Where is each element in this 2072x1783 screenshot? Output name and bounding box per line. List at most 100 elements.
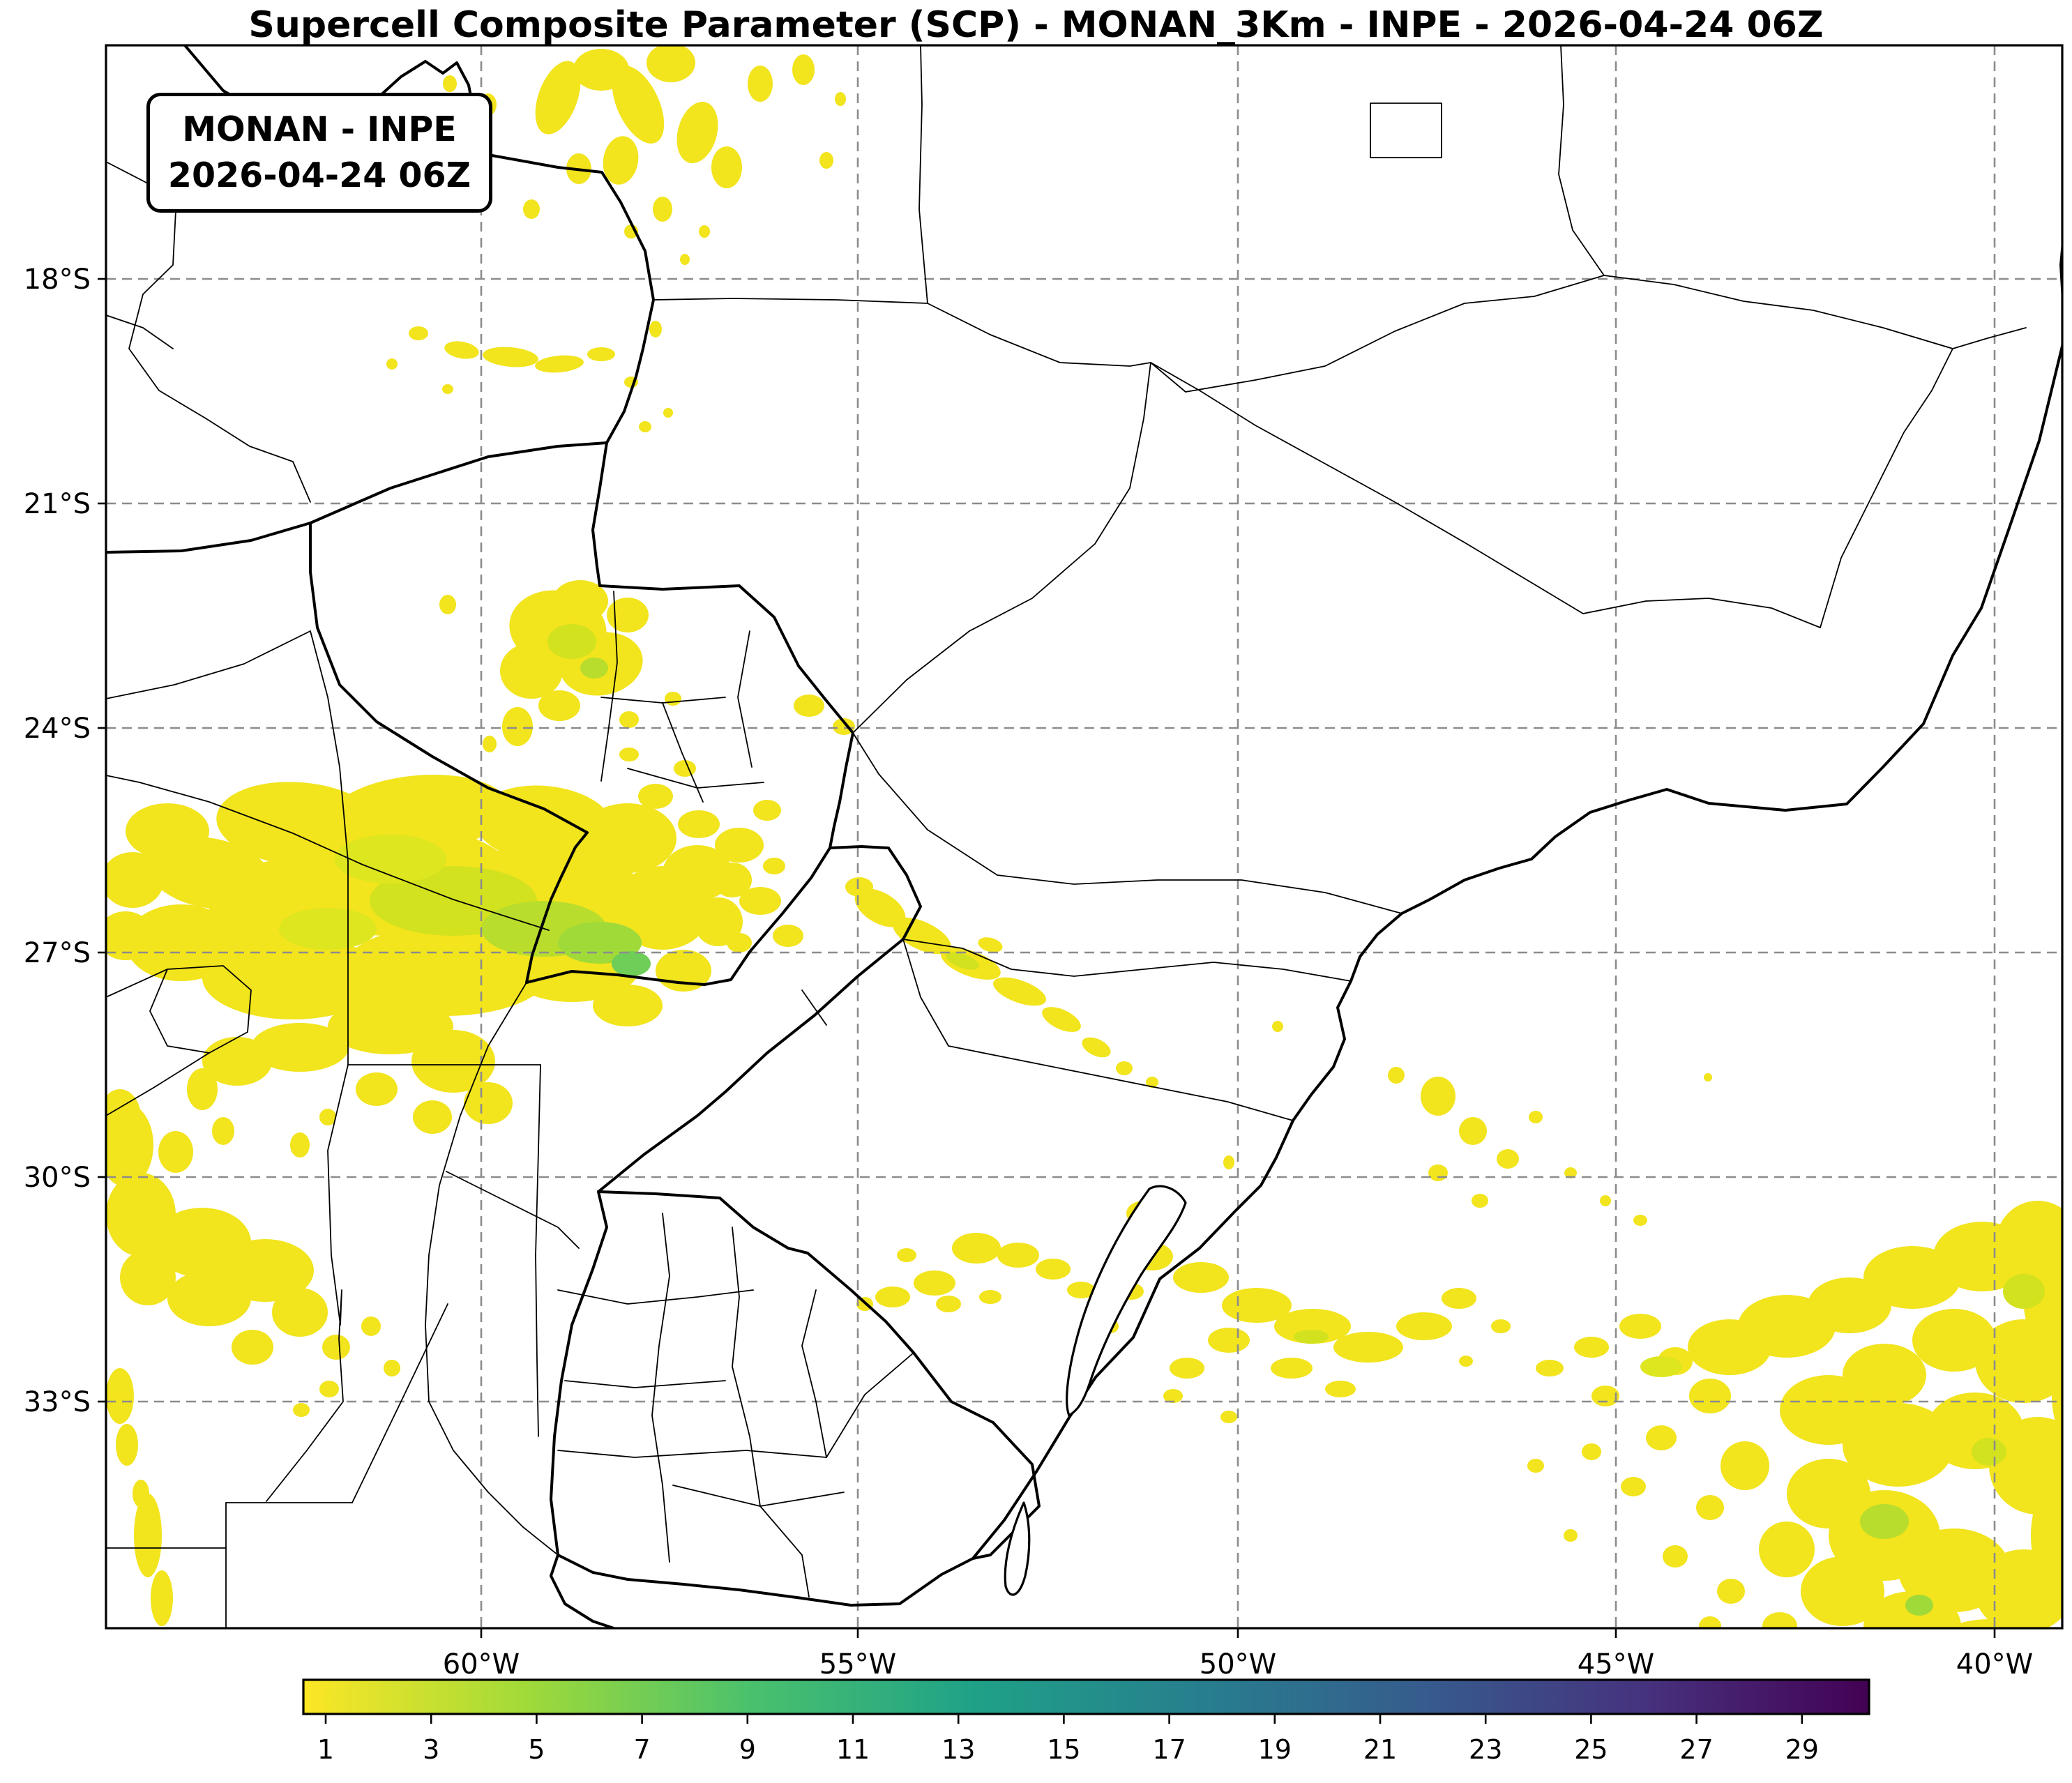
lagoa-dos-patos: [1066, 1185, 1187, 1417]
scp-blob-rs-coast-band: [1271, 1358, 1313, 1379]
figure-title: Supercell Composite Parameter (SCP) - MO…: [248, 4, 1824, 46]
scp-blob-bolivia-north: [711, 146, 742, 188]
state-line: [801, 989, 827, 1026]
scp-blob-cordoba-west: [319, 1381, 339, 1397]
scp-blob-bolivia-north: [612, 66, 665, 144]
scp-blob-ocean-mid: [1421, 1077, 1455, 1116]
scp-accent: [279, 908, 377, 950]
scp-blob-rs-coast-band: [1333, 1332, 1403, 1363]
scp-blob-ocean-southeast-large: [1759, 1522, 1815, 1577]
state-line: [902, 939, 1294, 1121]
scp-blob-argentina-north-large: [356, 1072, 398, 1106]
scp-blob-ocean-southeast-large: [1621, 1477, 1646, 1496]
scp-blob-cordoba-west: [133, 1480, 149, 1508]
scp-blob-misiones-streak: [1146, 1077, 1158, 1088]
scp-blob-cordoba-west: [116, 1424, 138, 1466]
colorbar-tick-label: 25: [1574, 1734, 1608, 1765]
colorbar-tick-label: 3: [423, 1734, 439, 1765]
scp-accent: [1640, 1356, 1682, 1377]
scp-blob-cordoba-west: [151, 1570, 173, 1626]
state-line: [1952, 327, 2027, 349]
state-line: [425, 982, 559, 1556]
state-line: [662, 702, 704, 803]
scp-blob-ocean-southeast-large: [1801, 1556, 1884, 1626]
scp-blob-bolivia-north: [646, 45, 695, 82]
scp-blob-cordoba-west: [322, 1335, 350, 1360]
scp-blob-argentina-north-large: [753, 800, 781, 821]
scp-blob-argentina-north-large: [694, 897, 743, 946]
scp-blob-ocean-southeast-large: [1564, 1529, 1578, 1542]
scp-blob-cordoba-west: [361, 1317, 381, 1336]
state-line: [902, 939, 1352, 982]
scp-blob-argentina-north-large: [212, 1117, 234, 1145]
state-line: [651, 1213, 670, 1563]
country-boundaries: [106, 45, 1041, 1560]
colorbar-tick-label: 13: [942, 1734, 975, 1765]
scp-blob-ocean-mid: [1388, 1067, 1405, 1084]
scp-blob-pantanal-19s: [442, 384, 453, 394]
state-line-df: [1370, 103, 1442, 158]
scp-blob-misiones-streak: [845, 877, 873, 897]
scp-blob-ocean-mid: [1428, 1164, 1448, 1181]
scp-accent: [1294, 1330, 1329, 1344]
scp-blob-ocean-southeast-large: [1663, 1545, 1688, 1568]
scp-blob-argentina-north-large: [773, 925, 803, 947]
scp-blob-ocean-southeast-large: [1527, 1459, 1544, 1473]
state-line: [801, 1289, 827, 1458]
border-paraguay-brazil: [591, 441, 854, 849]
scp-blob-paraguay-central: [607, 598, 649, 632]
state-line: [600, 697, 726, 704]
scp-blob-paraguay-central: [665, 692, 681, 706]
scp-blob-rs-coast-band: [1325, 1381, 1356, 1397]
scp-blob-argentina-north-large: [202, 1037, 272, 1086]
scp-accent: [2003, 1274, 2045, 1309]
scp-blob-cordoba-west: [232, 1330, 273, 1365]
scp-blob-rs-coast-band: [1173, 1262, 1229, 1293]
border-bolivia-paraguay: [309, 441, 608, 524]
lon-tick-label: 55°W: [819, 1648, 896, 1680]
scp-blob-bolivia-north: [653, 197, 672, 222]
scp-blob-pantanal-19s: [587, 347, 615, 361]
state-line: [557, 1289, 754, 1305]
scp-blob-argentina-north-large: [727, 933, 752, 953]
scp-blob-argentina-north-large: [593, 985, 663, 1026]
scp-blob-misiones-streak: [978, 937, 1003, 953]
scp-blob-argentina-north-large: [678, 810, 720, 838]
scp-blob-cordoba-west: [106, 1368, 134, 1424]
state-line: [852, 732, 1402, 914]
scp-accent: [547, 624, 596, 659]
scp-blob-cordoba-west: [384, 1360, 400, 1376]
scp-blob-misiones-streak: [854, 888, 906, 927]
plot-frame: [105, 44, 2064, 1630]
lat-tick-label: 18°S: [24, 264, 91, 296]
colorbar-tick-label: 5: [528, 1734, 545, 1765]
scp-blob-ocean-mid: [1459, 1117, 1487, 1145]
scp-blob-argentina-north-large: [674, 760, 696, 777]
scp-blob-rs-coast-band: [1274, 1309, 1351, 1344]
scp-blob-cordoba-west: [272, 1288, 328, 1337]
scp-blob-bolivia-north: [523, 199, 540, 219]
colorbar-tick-label: 15: [1047, 1734, 1080, 1765]
scp-blob-ocean-southeast-large: [1975, 1319, 2062, 1403]
scp-accent: [580, 658, 608, 678]
scp-blob-ocean-southeast-large: [1794, 1643, 1836, 1665]
coastline-atlantic: [557, 92, 2062, 1607]
info-box-datetime: 2026-04-24 06Z: [167, 155, 471, 195]
state-line: [446, 1171, 580, 1249]
scp-blob-ocean-southeast-large: [1843, 1403, 1954, 1487]
scp-blob-paraguay-central: [552, 580, 608, 622]
colorbar-tick-label: 21: [1363, 1734, 1397, 1765]
scp-blob-cordoba-west: [293, 1403, 310, 1417]
scp-blob-argentina-north-large: [290, 1132, 310, 1158]
scp-blob-ocean-southeast-large: [1574, 1337, 1609, 1358]
scp-blob-uruguay-north-bits: [1036, 1259, 1071, 1280]
scp-blob-pantanal-19s: [409, 326, 428, 340]
state-line: [600, 591, 618, 782]
scp-blob-paraguay-central: [538, 690, 580, 721]
scp-blob-pantanal-19s: [639, 421, 651, 432]
scp-blob-ocean-mid: [1497, 1149, 1519, 1169]
state-line: [557, 1450, 827, 1458]
scp-blob-ocean-southeast-large: [1689, 1379, 1731, 1413]
scp-blob-argentina-north-large: [106, 852, 164, 908]
colorbar-tick-label: 9: [739, 1734, 756, 1765]
